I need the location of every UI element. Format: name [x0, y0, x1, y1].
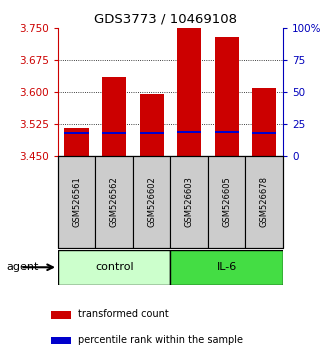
Bar: [139, 132, 164, 134]
Bar: [246, 156, 283, 248]
Text: IL-6: IL-6: [216, 262, 237, 272]
Text: GSM526561: GSM526561: [72, 176, 81, 227]
Text: GSM526605: GSM526605: [222, 176, 231, 227]
Text: GSM526678: GSM526678: [260, 176, 269, 227]
Bar: [177, 131, 201, 133]
Bar: [252, 88, 276, 156]
Text: agent: agent: [7, 262, 39, 272]
Bar: [170, 156, 208, 248]
Bar: [58, 250, 170, 285]
Bar: [177, 28, 201, 156]
Bar: [95, 156, 133, 248]
Text: control: control: [95, 262, 133, 272]
Text: GSM526603: GSM526603: [185, 176, 194, 227]
Bar: [252, 132, 276, 134]
Bar: [214, 131, 239, 133]
Bar: [170, 250, 283, 285]
Text: GSM526602: GSM526602: [147, 176, 156, 227]
Bar: [214, 37, 239, 156]
Text: percentile rank within the sample: percentile rank within the sample: [78, 335, 243, 345]
Bar: [208, 156, 246, 248]
Bar: [58, 156, 95, 248]
Bar: [51, 337, 71, 344]
Text: GSM526562: GSM526562: [110, 176, 119, 227]
Bar: [65, 128, 89, 156]
Bar: [139, 94, 164, 156]
Bar: [102, 77, 126, 156]
Text: GDS3773 / 10469108: GDS3773 / 10469108: [94, 12, 237, 25]
Bar: [65, 132, 89, 134]
Bar: [51, 311, 71, 319]
Bar: [102, 132, 126, 134]
Text: transformed count: transformed count: [78, 309, 168, 320]
Bar: [133, 156, 170, 248]
